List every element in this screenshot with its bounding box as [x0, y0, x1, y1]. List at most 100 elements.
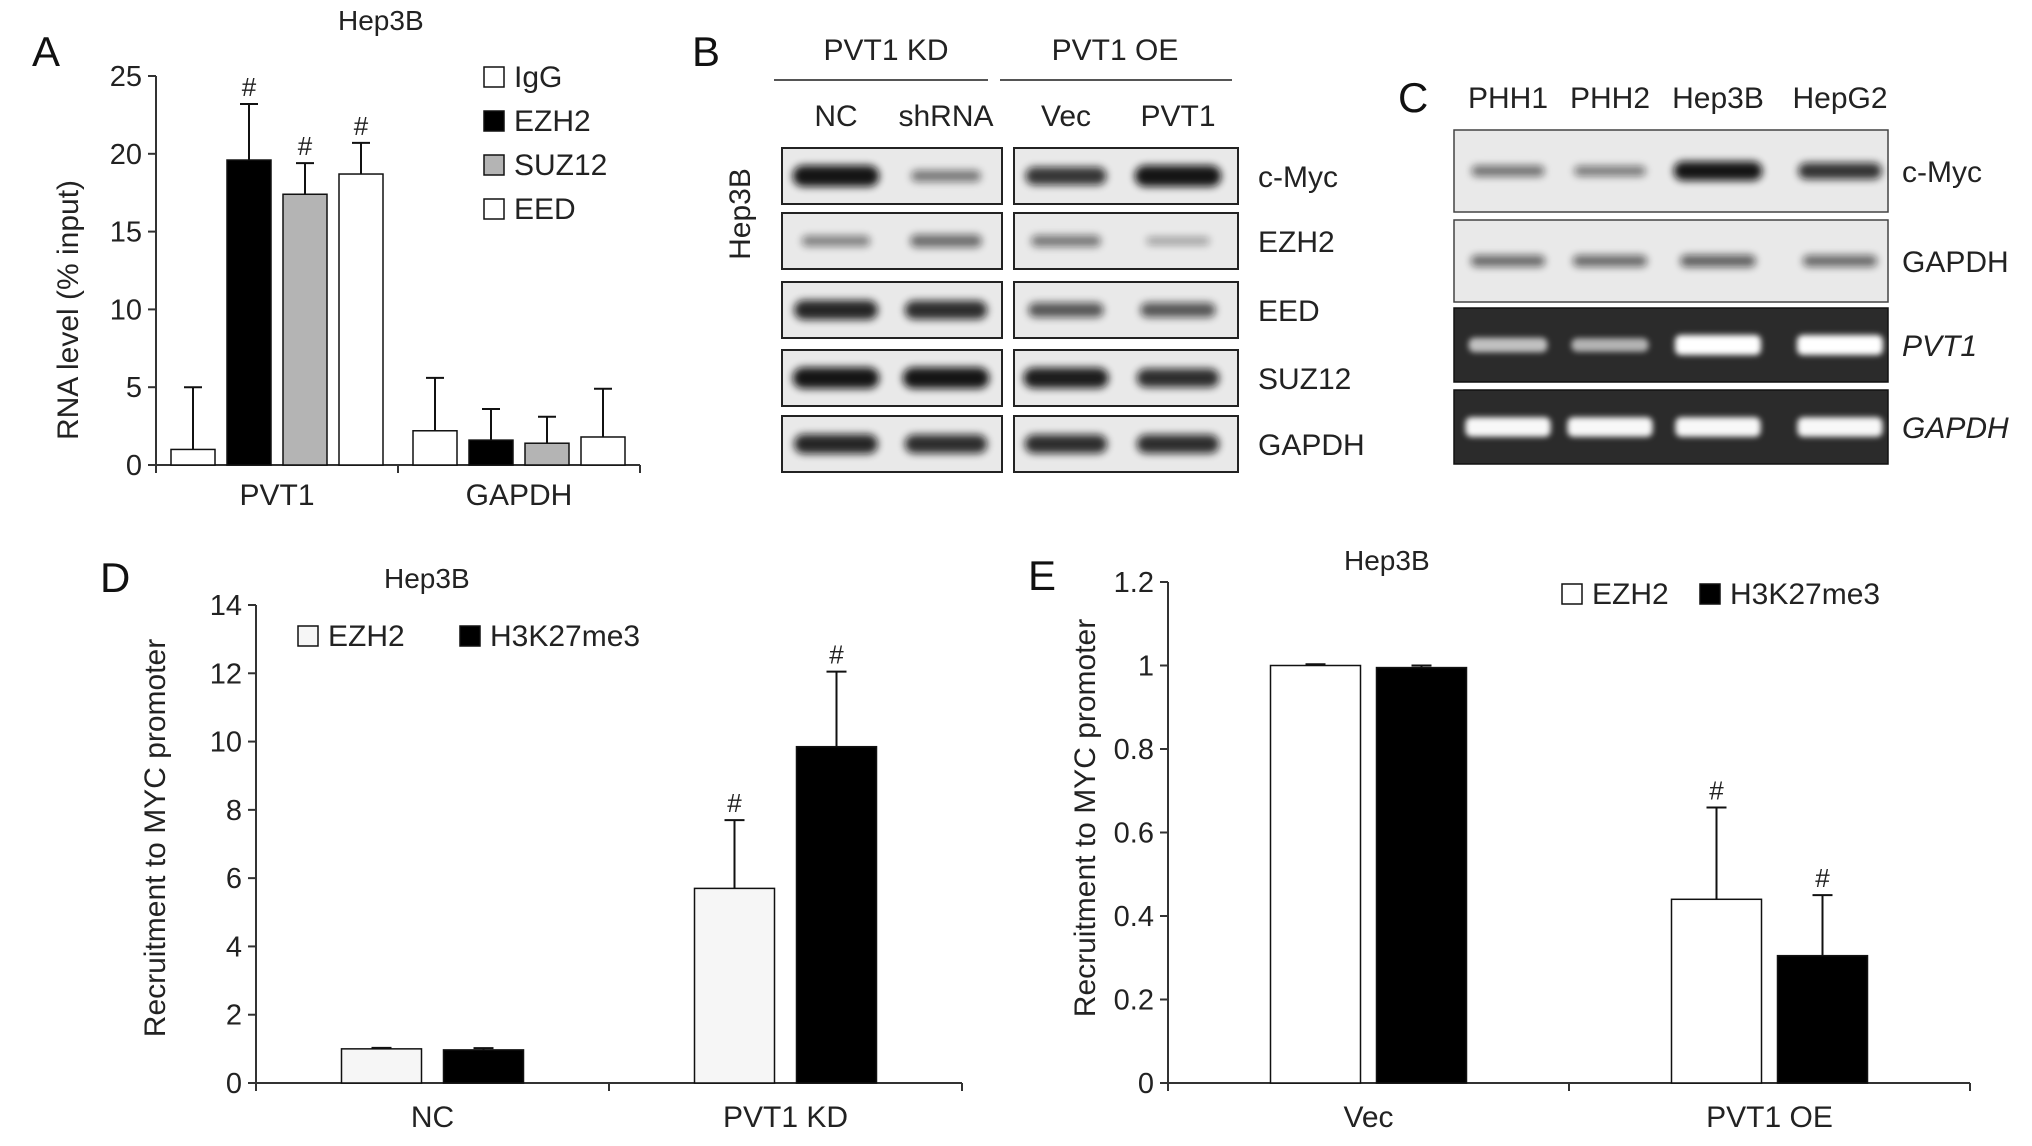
- legend-label-suz12: SUZ12: [514, 149, 607, 182]
- blot-b-lane-vec: Vec: [1041, 100, 1091, 133]
- blot-c-gel-band: [1465, 417, 1551, 437]
- blot-c-lane-phh1: PHH1: [1468, 82, 1548, 115]
- panel-a-y-axis-label: RNA level (% input): [52, 180, 85, 440]
- panel-a-bar-suz12: [282, 193, 328, 466]
- panel-a-y-tick-label: 25: [110, 61, 142, 93]
- panel-a-bar-eed: [580, 436, 626, 466]
- blot-b-band: [910, 234, 982, 248]
- blot-b-band: [1024, 434, 1108, 454]
- legend-swatch-ezh2: [1561, 583, 1583, 605]
- panel-b: B PVT1 KD PVT1 OE NC shRNA Vec PVT1 Hep3…: [692, 28, 1365, 473]
- blot-c-gel-band: [1571, 338, 1649, 352]
- blot-b-cell-line: Hep3B: [724, 168, 757, 260]
- blot-b-row-label: EED: [1258, 295, 1320, 328]
- blot-c-gel-band: [1797, 335, 1883, 355]
- blot-b-row-label: SUZ12: [1258, 363, 1351, 396]
- panel-d-y-tick-label: 6: [226, 863, 242, 895]
- blot-b-band: [1136, 368, 1220, 388]
- legend-label-h3k27me3: H3K27me3: [1730, 578, 1880, 611]
- panel-a-y-tick-label: 10: [110, 294, 142, 326]
- blot-b-band: [911, 170, 981, 182]
- panel-d-y-tick-label: 8: [226, 795, 242, 827]
- legend-swatch-eed: [483, 198, 505, 220]
- blot-c-gel-band: [1468, 337, 1548, 353]
- legend-swatch-ezh2: [483, 110, 505, 132]
- panel-a-bar-suz12: [524, 442, 570, 466]
- panel-d-y-axis-label: Recruitment to MYC promoter: [139, 639, 172, 1037]
- legend-swatch-ezh2: [297, 625, 319, 647]
- blot-b-band: [801, 235, 871, 247]
- panel-e-category-label: Vec: [1343, 1101, 1393, 1134]
- panel-a-legend: IgG EZH2 SUZ12 EED: [483, 61, 607, 226]
- panel-e-bar-h3k27me3: [1776, 954, 1869, 1084]
- legend-label-ezh2: EZH2: [514, 105, 591, 138]
- panel-d-bar-ezh2: [340, 1048, 423, 1084]
- blot-c-western-band: [1802, 255, 1878, 267]
- panel-d-y-tick-label: 10: [210, 727, 242, 759]
- legend-label-igg: IgG: [514, 61, 562, 94]
- panel-e-y-tick-label: 0.4: [1114, 901, 1154, 933]
- panel-e-bar-h3k27me3: [1375, 666, 1468, 1084]
- panel-d-category-label: PVT1 KD: [723, 1101, 848, 1134]
- panel-e-legend: EZH2 H3K27me3: [1561, 578, 1880, 611]
- blot-b-row-label: EZH2: [1258, 226, 1335, 259]
- panel-d: D Hep3B Recruitment to MYC promoter 0 2 4 6…: [100, 554, 963, 1134]
- blot-c-gel-label: GAPDH: [1902, 412, 2009, 445]
- panel-a: A Hep3B RNA level (% input) 0 5 10 15 20 25 PV…: [32, 5, 641, 512]
- blot-b-band: [794, 434, 878, 454]
- blot-c-lane-phh2: PHH2: [1570, 82, 1650, 115]
- blot-c-western-band: [1680, 254, 1756, 268]
- panel-d-title: Hep3B: [384, 563, 470, 594]
- legend-label-eed: EED: [514, 193, 576, 226]
- blot-b-band: [1023, 367, 1109, 389]
- panel-c: C PHH1 PHH2 Hep3B HepG2 c-Myc GAPDH PVT1 GA…: [1398, 74, 2009, 465]
- panel-d-category-label: NC: [411, 1101, 454, 1134]
- panel-a-bar-igg: [412, 430, 458, 466]
- panel-e-plot: 0 0.2 0.4 0.6 0.8 1 1.2 Vec PVT1 OE # #: [1114, 567, 1971, 1134]
- panel-d-bar-h3k27me3: [442, 1049, 525, 1084]
- blot-c-western-label: c-Myc: [1902, 156, 1982, 189]
- panel-e-bar-ezh2: [1670, 898, 1763, 1084]
- blot-b-band: [1140, 302, 1216, 318]
- blot-c-lane-hepg2: HepG2: [1792, 82, 1887, 115]
- blot-b-band: [902, 367, 990, 389]
- blot-c-gel-band: [1675, 417, 1761, 437]
- blot-b-band: [1146, 237, 1210, 245]
- panel-a-plot: 0 5 10 15 20 25 PVT1 # # # GAPDH: [110, 61, 641, 512]
- blot-b-band: [1031, 235, 1101, 247]
- blot-b-band: [1025, 167, 1107, 185]
- panel-a-y-tick-label: 5: [126, 372, 142, 404]
- blot-b-group-kd: PVT1 KD: [823, 34, 948, 67]
- panel-d-bar-h3k27me3: [795, 745, 878, 1084]
- panel-a-y-tick-label: 0: [126, 450, 142, 482]
- legend-swatch-suz12: [483, 154, 505, 176]
- blot-b-row-label: GAPDH: [1258, 429, 1365, 462]
- legend-label-h3k27me3: H3K27me3: [490, 620, 640, 653]
- panel-a-category-label: GAPDH: [466, 479, 573, 512]
- panel-a-y-tick-label: 15: [110, 217, 142, 249]
- blot-c-gel-label: PVT1: [1902, 330, 1977, 363]
- blot-b-row-label: c-Myc: [1258, 161, 1338, 194]
- panel-e-y-tick-label: 0: [1138, 1068, 1154, 1100]
- blot-b-group-oe: PVT1 OE: [1052, 34, 1179, 67]
- blot-b-lane-pvt1: PVT1: [1140, 100, 1215, 133]
- panel-e-y-axis-label: Recruitment to MYC promoter: [1069, 619, 1102, 1017]
- panel-a-y-tick-label: 20: [110, 139, 142, 171]
- legend-swatch-h3k27me3: [1699, 583, 1721, 605]
- panel-d-bar-ezh2: [693, 887, 776, 1084]
- blot-b-band: [1028, 302, 1104, 318]
- blot-b-band: [794, 300, 878, 320]
- blot-c-gel-band: [1797, 417, 1883, 437]
- panel-d-plot: 0 2 4 6 8 10 12 14 NC PVT1 KD # #: [210, 590, 963, 1134]
- panel-b-letter: B: [692, 28, 720, 75]
- panel-e-letter: E: [1028, 552, 1056, 599]
- panel-a-bar-ezh2: [226, 159, 272, 466]
- panel-a-significance-mark: #: [354, 111, 369, 141]
- panel-e-y-tick-label: 0.2: [1114, 985, 1154, 1017]
- panel-c-letter: C: [1398, 74, 1428, 121]
- panel-e-y-tick-label: 1: [1138, 651, 1154, 683]
- panel-d-significance-mark: #: [829, 640, 844, 670]
- blot-b-band: [904, 434, 988, 454]
- legend-swatch-igg: [483, 66, 505, 88]
